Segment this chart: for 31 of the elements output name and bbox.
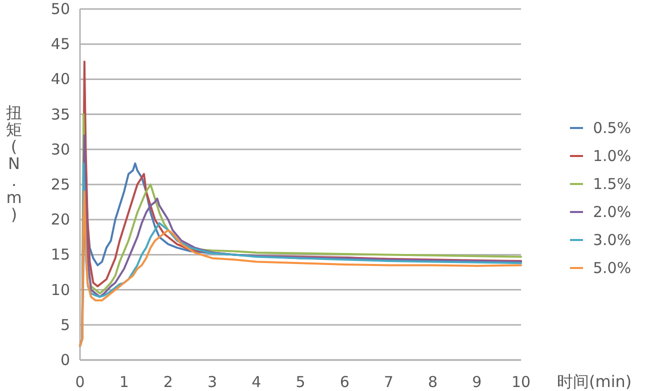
- y-tick-label: 15: [50, 246, 70, 264]
- y-tick-label: 5: [60, 316, 70, 334]
- x-tick-label: 9: [472, 373, 482, 391]
- x-tick-label: 1: [119, 373, 129, 391]
- line-series: [79, 190, 522, 347]
- y-tick-label: 10: [50, 280, 70, 299]
- x-tick-label: 5: [296, 373, 306, 391]
- y-tick-label: 30: [50, 140, 70, 158]
- legend-label: 3.0%: [593, 231, 632, 249]
- x-tick-label: 10: [511, 373, 531, 391]
- y-tick-label: 40: [50, 70, 70, 88]
- y-tick-label: 0: [60, 351, 70, 369]
- legend-label: 2.0%: [593, 203, 632, 221]
- y-axis-title: 扭矩(N.m): [6, 103, 22, 224]
- y-tick-label: 50: [50, 0, 70, 18]
- x-tick-label: 4: [252, 373, 262, 391]
- y-tick-label: 35: [50, 105, 70, 124]
- x-tick-label: 3: [208, 373, 218, 391]
- x-tick-label: 2: [163, 373, 173, 391]
- y-tick-label: 25: [50, 176, 70, 194]
- legend-label: 1.5%: [593, 175, 632, 193]
- legend-label: 5.0%: [593, 259, 632, 277]
- y-tick-label: 20: [50, 210, 70, 229]
- legend-label: 1.0%: [593, 147, 632, 165]
- x-tick-label: 6: [340, 373, 350, 391]
- legend-label: 0.5%: [593, 119, 632, 137]
- x-axis-title: 时间(min): [557, 372, 632, 391]
- x-tick-label: 0: [75, 373, 85, 391]
- x-tick-label: 8: [428, 373, 438, 391]
- x-tick-label: 7: [384, 373, 394, 391]
- y-tick-label: 45: [50, 35, 70, 54]
